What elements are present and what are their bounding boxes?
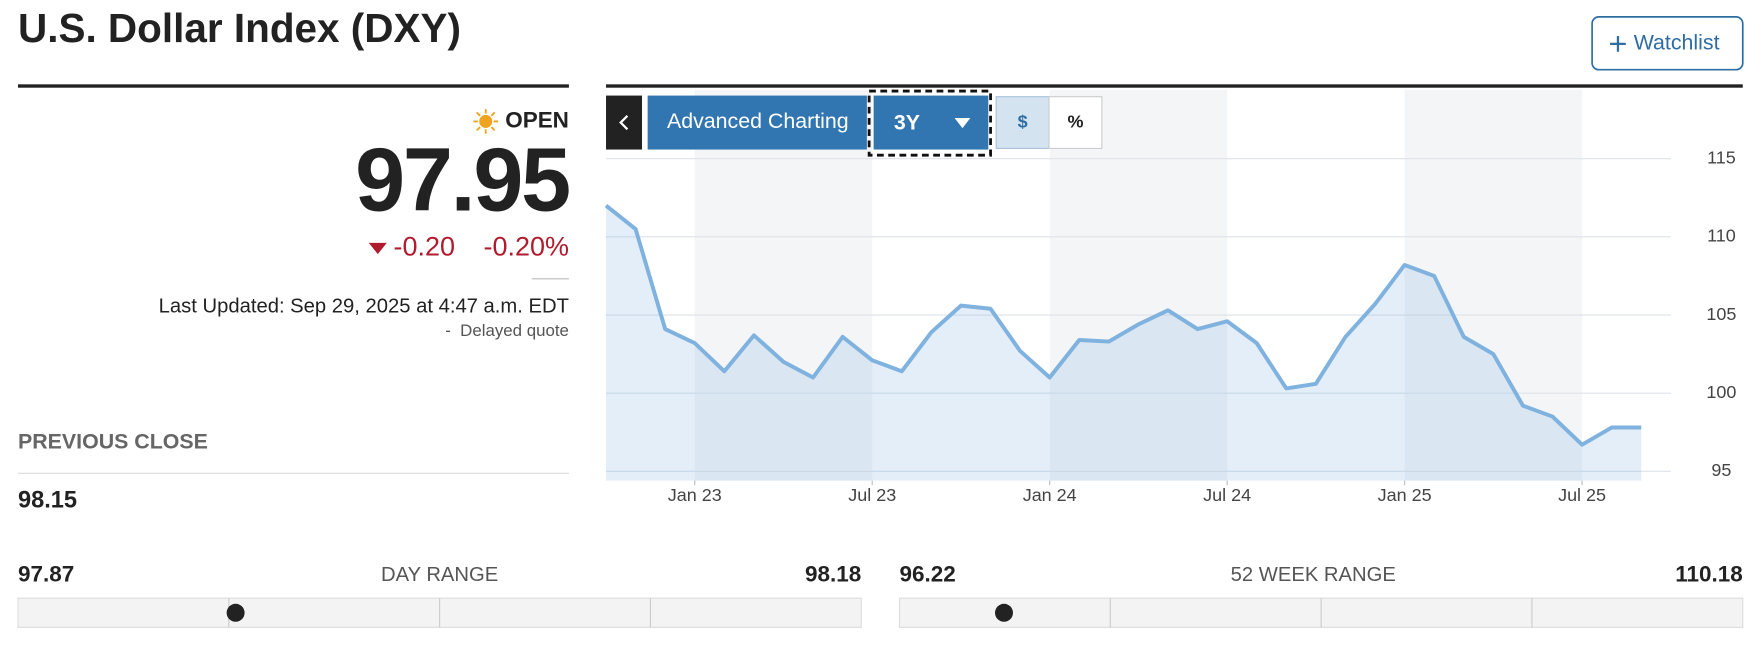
range-marker — [994, 603, 1013, 622]
week52-range-high: 110.18 — [1675, 562, 1742, 587]
focus-ring — [867, 89, 992, 157]
x-tick-label: Jan 23 — [668, 485, 722, 505]
day-range-low: 97.87 — [18, 562, 74, 587]
button-frame[interactable] — [1591, 16, 1744, 71]
delayed-note: - Delayed quote — [445, 321, 569, 340]
previous-close-label: PREVIOUS CLOSE — [18, 430, 208, 454]
last-updated: Last Updated: Sep 29, 2025 at 4:47 a.m. … — [159, 295, 569, 317]
down-arrow — [368, 242, 387, 255]
period-band — [694, 89, 873, 481]
collapse-frame[interactable] — [606, 95, 643, 150]
chart-toolbar: Advanced Charting 3Y $ % — [606, 89, 1103, 157]
y-tick-label: 105 — [1706, 304, 1736, 324]
day-range-high: 98.18 — [805, 562, 861, 587]
section-rule — [606, 84, 1743, 88]
price: 97.95 — [355, 130, 569, 230]
toggle-frame[interactable] — [1048, 96, 1103, 149]
period-label[interactable]: 3Y — [894, 110, 920, 134]
dropdown-arrow[interactable] — [954, 118, 971, 129]
section-rule — [17, 84, 569, 88]
week52-range-low: 96.22 — [899, 562, 955, 587]
chart: 95 100 105 110 115 Jan 23 Jul 23 Jan 24 Jul 24 Ja… — [604, 89, 1736, 505]
sun-core — [479, 114, 493, 128]
sun-icon — [473, 109, 499, 134]
x-tick-label: Jul 23 — [848, 485, 896, 505]
period-band — [1049, 89, 1228, 481]
area-fill — [606, 205, 1642, 481]
y-tick-label: 110 — [1707, 226, 1736, 246]
range-marker — [226, 603, 245, 622]
dropdown-frame[interactable] — [873, 95, 989, 150]
advanced-charting-label[interactable]: Advanced Charting — [667, 109, 849, 133]
sun-rays — [473, 109, 499, 134]
button-frame[interactable] — [647, 95, 867, 150]
watchlist-button[interactable]: Watchlist — [1591, 16, 1744, 71]
price-change-percent: -0.20% — [483, 232, 568, 262]
y-tick-label: 100 — [1706, 382, 1736, 402]
plus-icon[interactable] — [1610, 35, 1626, 52]
previous-close-value: 98.15 — [18, 488, 77, 514]
week52-range-label: 52 WEEK RANGE — [1231, 564, 1396, 586]
y-tick-label: 95 — [1711, 460, 1731, 480]
price-change: -0.20 — [394, 232, 455, 262]
day-range-label: DAY RANGE — [381, 564, 498, 586]
page-title: U.S. Dollar Index (DXY) — [18, 5, 461, 51]
collapse-button[interactable] — [606, 95, 643, 150]
advanced-charting-button[interactable]: Advanced Charting — [647, 95, 867, 150]
x-tick-label: Jan 25 — [1378, 485, 1432, 505]
y-tick-label: 115 — [1707, 147, 1736, 167]
x-tick-label: Jul 25 — [1558, 485, 1606, 505]
dollar-label[interactable]: $ — [1018, 111, 1028, 131]
chevron-icon[interactable] — [619, 115, 629, 131]
dollar-toggle[interactable]: $ — [995, 96, 1050, 149]
percent-label[interactable]: % — [1067, 111, 1083, 131]
price-line — [604, 204, 1642, 447]
period-dropdown[interactable]: 3Y — [867, 89, 992, 157]
x-tick-label: Jan 24 — [1023, 485, 1077, 505]
percent-toggle[interactable]: % — [1048, 96, 1103, 149]
watchlist-label[interactable]: Watchlist — [1634, 30, 1720, 54]
market-status: OPEN — [505, 107, 569, 132]
toggle-frame[interactable] — [995, 96, 1050, 149]
x-tick-label: Jul 24 — [1203, 485, 1251, 505]
